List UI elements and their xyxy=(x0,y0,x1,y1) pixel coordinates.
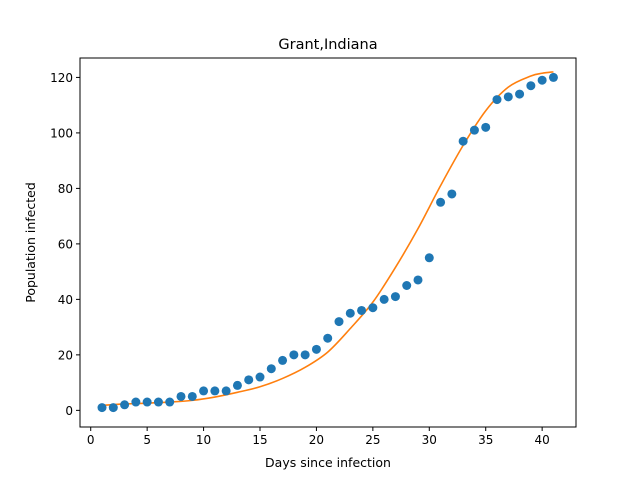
data-point xyxy=(131,397,141,407)
y-tick-label: 0 xyxy=(65,404,73,418)
data-point xyxy=(492,95,502,105)
data-point xyxy=(142,397,152,407)
data-point xyxy=(526,81,536,91)
data-point xyxy=(187,391,197,401)
y-tick-label: 120 xyxy=(50,71,73,85)
data-point xyxy=(548,72,558,82)
data-point xyxy=(176,391,186,401)
data-point xyxy=(289,350,299,360)
data-point xyxy=(357,305,367,315)
x-axis-label: Days since infection xyxy=(265,455,391,470)
y-tick-label: 100 xyxy=(50,126,73,140)
data-point xyxy=(515,89,525,99)
x-tick-label: 15 xyxy=(252,433,267,447)
data-point xyxy=(458,136,468,146)
data-point xyxy=(390,292,400,302)
data-point xyxy=(199,386,209,396)
data-point xyxy=(232,380,242,390)
data-point xyxy=(300,350,310,360)
data-point xyxy=(221,386,231,396)
data-point xyxy=(165,397,175,407)
x-tick-label: 10 xyxy=(196,433,211,447)
x-tick-label: 0 xyxy=(87,433,95,447)
data-point xyxy=(108,403,118,413)
data-point xyxy=(436,197,446,207)
data-point xyxy=(278,355,288,365)
data-point xyxy=(210,386,220,396)
data-point xyxy=(368,303,378,313)
data-point xyxy=(424,253,434,263)
data-point xyxy=(97,403,107,413)
x-ticks: 0 5 10 15 20 25 30 35 40 xyxy=(87,427,550,447)
x-tick-label: 20 xyxy=(309,433,324,447)
x-tick-label: 25 xyxy=(365,433,380,447)
data-point xyxy=(334,317,344,327)
x-tick-label: 35 xyxy=(478,433,493,447)
data-point xyxy=(153,397,163,407)
y-ticks: 0 20 40 60 80 100 120 xyxy=(50,71,80,418)
data-point xyxy=(469,125,479,135)
points-layer xyxy=(97,72,558,413)
plot-frame xyxy=(79,57,577,428)
x-tick-label: 30 xyxy=(422,433,437,447)
data-point xyxy=(413,275,423,285)
data-point xyxy=(323,333,333,343)
y-tick-label: 40 xyxy=(58,293,73,307)
y-axis-label: Population infected xyxy=(23,182,38,303)
data-point xyxy=(255,372,265,382)
data-point xyxy=(402,281,412,291)
y-tick-label: 20 xyxy=(58,348,73,362)
y-tick-label: 60 xyxy=(58,237,73,251)
chart-title: Grant,Indiana xyxy=(278,37,377,53)
data-point xyxy=(481,122,491,132)
data-point xyxy=(311,344,321,354)
data-point xyxy=(345,308,355,318)
x-tick-label: 5 xyxy=(143,433,151,447)
y-tick-label: 80 xyxy=(58,182,73,196)
data-point xyxy=(503,92,513,102)
data-point xyxy=(379,294,389,304)
data-point xyxy=(537,75,547,85)
x-tick-label: 40 xyxy=(535,433,550,447)
data-point xyxy=(266,364,276,374)
data-point xyxy=(120,400,130,410)
data-point xyxy=(447,189,457,199)
data-point xyxy=(244,375,254,385)
